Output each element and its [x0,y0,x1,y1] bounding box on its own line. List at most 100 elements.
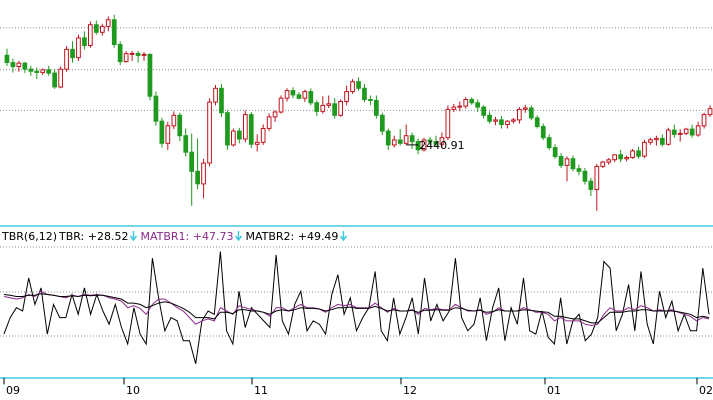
candle [511,117,516,124]
candle [534,115,540,129]
candle-body-down [117,44,123,63]
candle [636,146,641,159]
candle-body-up [624,157,629,160]
candle [28,65,34,76]
candle [671,124,677,138]
candle [302,89,308,103]
candle-body-up [457,105,463,108]
candle-body-up [642,141,647,157]
candle [457,101,463,112]
candle [243,110,248,143]
candle [475,99,480,112]
candle [344,85,349,106]
candle-body-up [278,97,284,113]
candle-body-down [70,48,75,59]
candle-body-up [344,91,349,102]
candle-body-up [284,90,290,99]
candle-body-up [100,25,105,33]
candle-body-down [308,91,314,104]
candle [576,164,582,176]
candle [660,134,665,147]
candle [117,41,123,66]
tbr-value: TBR: +28.52 [58,230,128,243]
candle [606,158,612,165]
candle [415,138,421,155]
x-tick-label: 02 [699,384,713,397]
candle [362,84,367,103]
candle-body-up [141,53,147,56]
down-arrow-icon [339,231,348,242]
candle-body-up [606,159,612,163]
candle-body-up [421,139,427,151]
candle [207,98,212,167]
candle [278,95,284,114]
candle-body-down [409,135,415,143]
candle-body-up [666,129,671,145]
candle [320,96,326,114]
candle [129,51,135,61]
candle-body-up [350,81,355,93]
candle-body-down [177,114,183,137]
candle-body-down [415,141,421,151]
candle [707,105,713,117]
candle-body-down [183,135,189,153]
candle-body-down [481,106,486,116]
candle-body-down [195,170,201,185]
candle-body-down [546,137,552,149]
x-tick-label: 12 [403,384,417,397]
candle-body-up [594,165,600,190]
candle-body-down [28,68,34,72]
candle [94,20,99,35]
candle [308,88,314,106]
candle [183,128,189,157]
candle [469,97,475,105]
candle-body-down [290,90,296,96]
indicator-label: TBR(6,12) TBR: +28.52 MATBR1: +47.73 MAT… [0,228,380,243]
candle [290,87,296,99]
candle-body-up [123,53,129,63]
candle-body-down [576,168,582,172]
candle-body-down [219,87,224,114]
candle [612,154,617,163]
candle [403,124,409,145]
candle [594,164,600,211]
candle [225,110,230,150]
candle-body-down [552,147,558,158]
candle [445,105,451,140]
candle [677,129,683,142]
candle-body-up [171,114,177,127]
candle [171,111,177,130]
candle [88,21,93,48]
candle [46,65,51,76]
candle [499,116,504,129]
candle [642,140,647,159]
candle-body-up [517,108,522,121]
price-annotation: 2440.91 [406,139,465,152]
candle [254,134,260,152]
candle-body-up [302,91,308,99]
series-line-matbr1 [3,290,710,327]
arrow-head [234,235,243,242]
down-arrow-icon [234,231,243,242]
candle [463,97,469,109]
candle [147,53,153,101]
candle [683,127,689,136]
indicator-name: TBR(6,12) [1,230,57,243]
candle [189,133,195,206]
candle-body-down [52,72,57,88]
series-line-tbr [3,251,710,364]
candle [695,121,701,137]
candle-body-down [314,102,320,112]
candle [123,51,129,63]
candle-body-up [165,125,171,144]
candle [451,103,457,112]
candle [368,95,373,106]
candle-body-up [701,114,707,127]
candle-body-down [147,53,153,97]
candle-body-up [243,114,248,140]
candle-body-down [660,137,665,145]
candle [10,58,16,73]
candle [64,46,69,72]
candle [689,124,695,138]
